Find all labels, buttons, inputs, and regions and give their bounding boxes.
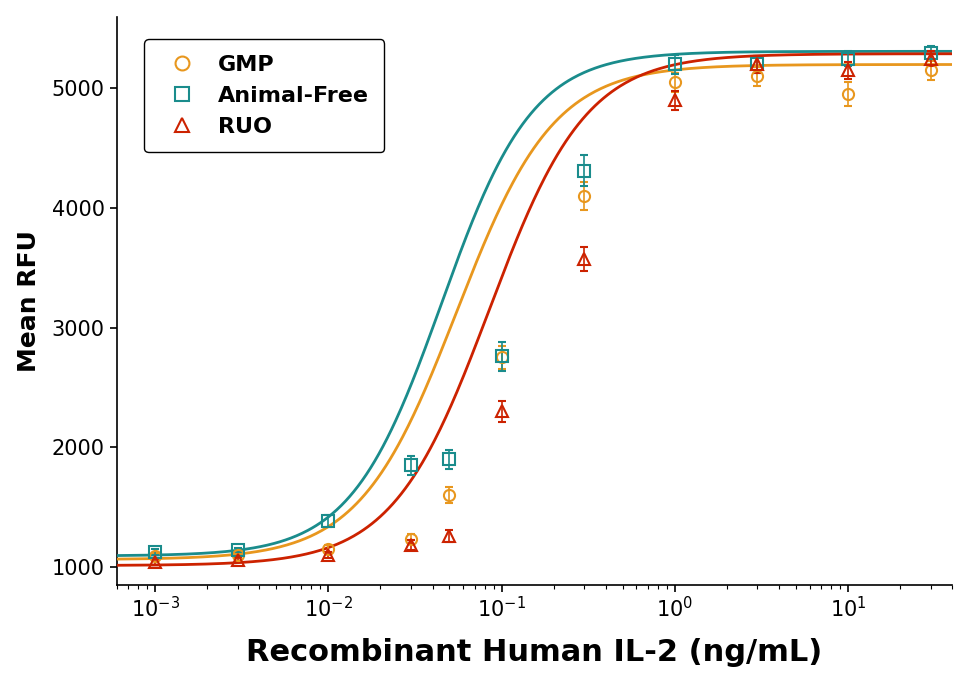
Legend: GMP, Animal-Free, RUO: GMP, Animal-Free, RUO (144, 39, 385, 153)
Y-axis label: Mean RFU: Mean RFU (16, 230, 41, 371)
X-axis label: Recombinant Human IL-2 (ng/mL): Recombinant Human IL-2 (ng/mL) (246, 638, 823, 668)
